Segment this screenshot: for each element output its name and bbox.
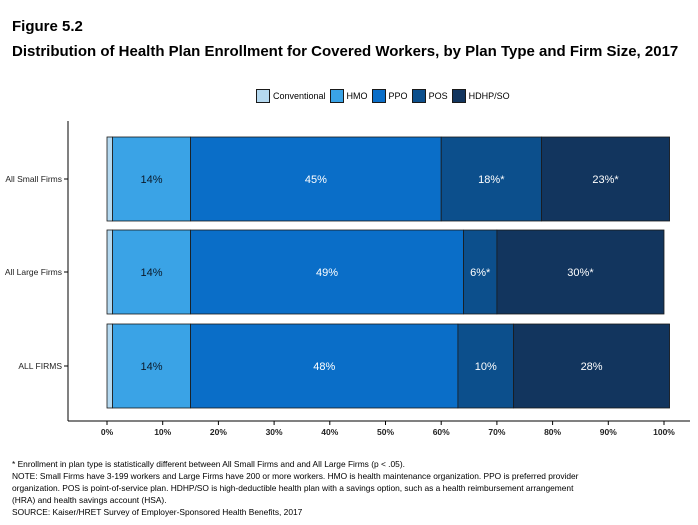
footnote-source: SOURCE: Kaiser/HRET Survey of Employer-S… bbox=[12, 507, 303, 517]
legend-item-conventional: Conventional bbox=[256, 89, 326, 103]
x-tick-label: 70% bbox=[488, 427, 505, 437]
legend-item-hdhp-so: HDHP/SO bbox=[451, 89, 510, 103]
x-tick-label: 10% bbox=[154, 427, 171, 437]
bar-segment-pos bbox=[440, 136, 542, 222]
data-label: 14% bbox=[141, 267, 163, 279]
bar-segment-ppo bbox=[190, 136, 442, 222]
category-label: All Large Firms bbox=[5, 267, 62, 277]
x-tick-label: 20% bbox=[210, 427, 227, 437]
bar-segment-pos bbox=[463, 229, 498, 315]
data-label: 45% bbox=[305, 174, 327, 186]
bar-segment-hdhp-so bbox=[541, 136, 670, 222]
footnote-note-line-3: (HRA) and health savings account (HSA). bbox=[12, 495, 167, 505]
footnote-significance: * Enrollment in plan type is statistical… bbox=[12, 459, 405, 469]
bar-segment-ppo bbox=[190, 323, 459, 409]
legend-swatch-hdhp-so bbox=[451, 89, 466, 103]
bar-segment-hmo bbox=[112, 323, 191, 409]
data-label: 6%* bbox=[470, 267, 491, 279]
x-tick-label: 80% bbox=[544, 427, 561, 437]
data-label: 14% bbox=[141, 174, 163, 186]
x-tick-label: 60% bbox=[433, 427, 450, 437]
legend-label-conventional: Conventional bbox=[273, 91, 326, 101]
data-label: 14% bbox=[141, 361, 163, 373]
bar-segment-hmo bbox=[112, 136, 191, 222]
bar-segment-pos bbox=[457, 323, 515, 409]
x-tick-label: 0% bbox=[101, 427, 114, 437]
legend-label-pos: POS bbox=[428, 91, 448, 101]
legend-swatch-hmo bbox=[329, 89, 344, 103]
data-label: 49% bbox=[316, 267, 338, 279]
footnote-note-line-2: organization. POS is point-of-service pl… bbox=[12, 483, 574, 493]
legend-label-ppo: PPO bbox=[388, 91, 408, 101]
footnote-note-line-1: NOTE: Small Firms have 3-199 workers and… bbox=[12, 471, 579, 481]
legend-swatch-ppo bbox=[371, 89, 386, 103]
category-label: All Small Firms bbox=[5, 174, 62, 184]
bar-segment-hdhp-so bbox=[513, 323, 670, 409]
stacked-bar-chart: 0% 10% 20% 30% 40% 50% 60% 70% 80% 90% 100% All Sma… bbox=[5, 121, 690, 437]
legend-label-hdhp-so: HDHP/SO bbox=[468, 91, 510, 101]
category-label: ALL FIRMS bbox=[18, 361, 62, 371]
x-tick-label: 50% bbox=[377, 427, 394, 437]
legend-item-ppo: PPO bbox=[371, 89, 408, 103]
x-tick-label: 90% bbox=[600, 427, 617, 437]
x-tick-label: 100% bbox=[653, 427, 675, 437]
footnotes: * Enrollment in plan type is statistical… bbox=[12, 458, 692, 518]
bar-segment-hdhp-so bbox=[496, 229, 665, 315]
legend-item-pos: POS bbox=[411, 89, 448, 103]
x-tick-label: 40% bbox=[321, 427, 338, 437]
bar-segment-conventional bbox=[106, 229, 113, 315]
data-label: 48% bbox=[313, 361, 335, 373]
data-label: 23%* bbox=[592, 174, 619, 186]
chart-legend: Conventional HMO PPO POS HDHP/SO bbox=[256, 89, 514, 103]
legend-item-hmo: HMO bbox=[329, 89, 368, 103]
chart-title: Distribution of Health Plan Enrollment f… bbox=[12, 43, 679, 60]
data-label: 28% bbox=[581, 361, 603, 373]
bar-segment-hmo bbox=[112, 229, 191, 315]
bar-segment-conventional bbox=[106, 136, 113, 222]
data-label: 30%* bbox=[567, 267, 594, 279]
figure-label: Figure 5.2 bbox=[12, 18, 83, 35]
legend-swatch-conventional bbox=[256, 89, 270, 103]
x-tick-label: 30% bbox=[266, 427, 283, 437]
legend-swatch-pos bbox=[411, 89, 426, 103]
data-label: 18%* bbox=[478, 174, 505, 186]
legend-label-hmo: HMO bbox=[346, 91, 368, 101]
bar-segment-conventional bbox=[106, 323, 113, 409]
data-label: 10% bbox=[475, 361, 497, 373]
